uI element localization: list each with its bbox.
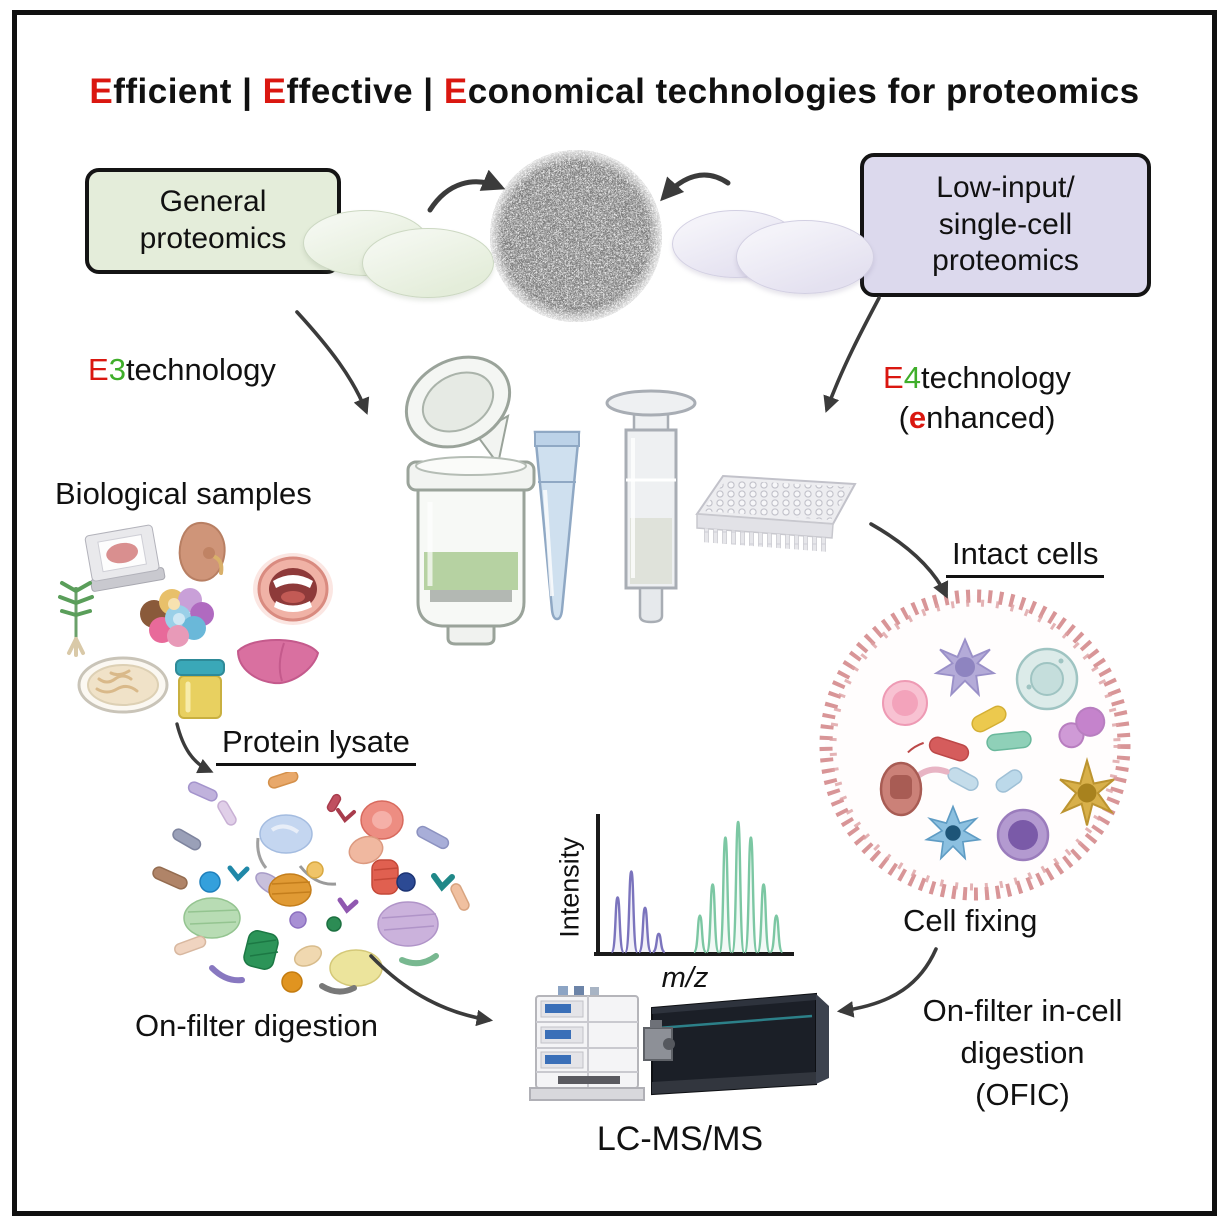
blue-star-cell-icon — [924, 804, 982, 861]
protein-lysate-label: Protein lysate — [216, 724, 416, 766]
title-part: fficient | — [113, 72, 263, 111]
filter-disc-green-icon — [362, 228, 494, 298]
spectrum-peak-high-mz-isotope-cluster — [769, 914, 784, 954]
page-title: Efficient | Effective | Economical techn… — [0, 72, 1229, 112]
e4-technology-label: E4technology (enhanced) — [852, 358, 1102, 439]
blue-bacterium-icon — [995, 769, 1023, 793]
on-filter-digestion-label: On-filter digestion — [135, 1008, 378, 1043]
e4-number: 4 — [903, 360, 921, 395]
e4-rest: technology — [920, 360, 1071, 395]
purple-twin-cell-icon — [1058, 706, 1106, 749]
mass-spectrometer — [643, 992, 829, 1096]
96-well-plate-icon — [695, 474, 857, 552]
liver-icon — [236, 639, 320, 685]
mouth-icon — [253, 553, 333, 625]
lc-ms-instrument — [529, 986, 829, 1101]
e3-letter: E — [88, 352, 109, 387]
yellow-bacterium-icon — [971, 705, 1007, 733]
spectrum-x-axis-label: m/z — [661, 962, 709, 994]
lc-tower — [529, 986, 645, 1101]
low-input-single-cell-proteomics-box: Low-input/ single-cell proteomics — [860, 153, 1151, 297]
spectrum-peak-high-mz-isotope-cluster — [756, 883, 771, 954]
e4-enhanced-rest: nhanced) — [926, 400, 1056, 436]
title-part: ffective | — [286, 72, 444, 111]
spectrum-peak-low-mz-isotope-cluster — [652, 932, 666, 954]
cell-fixing-label: Cell fixing — [903, 903, 1038, 938]
spectrum-peak-high-mz-isotope-cluster — [718, 836, 733, 954]
spectrum-peak-high-mz-isotope-cluster — [730, 820, 746, 954]
protein-lysate-illustration — [152, 772, 470, 995]
gold-star-cell-icon — [1059, 757, 1115, 826]
cell-cluster-icon — [140, 588, 214, 647]
petri-dish-icon — [77, 656, 169, 714]
title-part: E — [89, 72, 114, 111]
spin-column-icon — [605, 389, 697, 624]
spectrum-peak-low-mz-isotope-cluster — [637, 906, 653, 954]
pink-cell-icon — [882, 680, 928, 726]
tissue-slide-icon — [84, 524, 166, 592]
spectrum-peak-high-mz-isotope-cluster — [705, 883, 720, 954]
general-proteomics-box: General proteomics — [85, 168, 341, 274]
ofic-label: On-filter in-cell digestion (OFIC) — [922, 993, 1123, 1112]
e3-technology-label: E3technology — [88, 352, 276, 388]
urine-cup-icon — [175, 659, 225, 719]
spectrum-peak-low-mz-isotope-cluster — [610, 896, 625, 954]
purple-star-cell-icon — [933, 637, 997, 698]
red-bacterium-icon — [907, 736, 970, 762]
kidney-icon — [178, 521, 226, 582]
spectrum-peak-low-mz-isotope-cluster — [624, 870, 639, 954]
filter-membrane-micrograph — [490, 150, 662, 322]
e4-paren: ( — [898, 400, 909, 436]
title-part: E — [443, 72, 468, 111]
intact-cells-label: Intact cells — [946, 536, 1105, 578]
lc-msms-label: LC-MS/MS — [596, 1120, 764, 1158]
e3-rest: technology — [125, 352, 276, 387]
e3-number: 3 — [108, 352, 126, 387]
e4-letter: E — [883, 360, 904, 395]
spin-filter-tube-icon — [404, 355, 536, 646]
e4-enhanced-e: e — [908, 400, 927, 436]
dark-red-cell-icon — [879, 761, 923, 817]
teal-cell-icon — [1015, 647, 1079, 711]
biological-samples-icons — [58, 521, 333, 719]
plant-icon — [58, 581, 94, 657]
green-bacterium-icon — [986, 730, 1032, 752]
biological-samples-label: Biological samples — [55, 476, 312, 511]
intact-cells-circle — [819, 589, 1131, 901]
spectrum-chart — [594, 814, 794, 956]
title-part: conomical technologies for proteomics — [467, 72, 1140, 111]
spectrum-peak-high-mz-isotope-cluster — [692, 914, 708, 954]
spectrum-peak-high-mz-isotope-cluster — [743, 836, 759, 954]
pipette-tip-icon — [533, 430, 581, 621]
filter-disc-lavender-icon — [736, 220, 874, 294]
purple-round-cell-icon — [996, 808, 1050, 862]
title-part: E — [262, 72, 287, 111]
